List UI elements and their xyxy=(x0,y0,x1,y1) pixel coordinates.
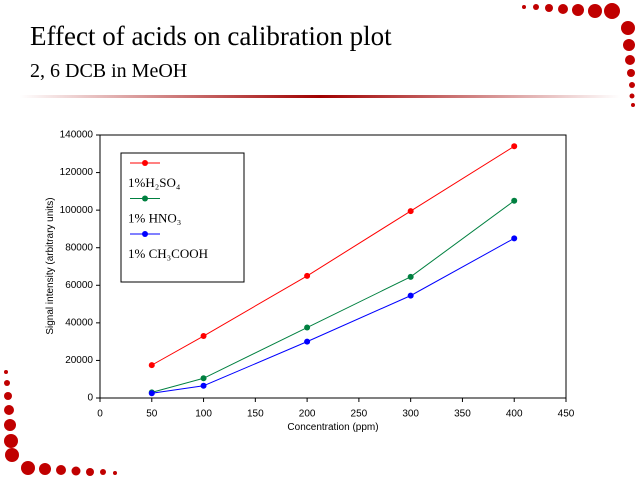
y-tick-label: 40000 xyxy=(65,317,93,328)
data-point xyxy=(148,362,155,369)
x-tick-label: 400 xyxy=(506,409,523,420)
y-tick-label: 100000 xyxy=(60,205,94,216)
legend-label: 1% CH₃COOH xyxy=(128,246,208,261)
legend-label: 1%H₂SO₄ xyxy=(128,175,181,190)
legend-label: 1% HNO₃ xyxy=(128,210,181,225)
x-axis-label: Concentration (ppm) xyxy=(287,422,378,433)
data-point xyxy=(407,208,414,215)
title-rule xyxy=(20,95,620,98)
legend-marker xyxy=(142,195,148,202)
legend-marker xyxy=(142,231,148,237)
x-tick-label: 300 xyxy=(402,409,419,420)
y-tick-label: 20000 xyxy=(65,355,93,366)
data-point xyxy=(148,390,155,397)
data-point xyxy=(200,382,207,389)
x-tick-label: 350 xyxy=(454,409,471,420)
data-point xyxy=(200,375,207,382)
legend xyxy=(120,152,245,283)
y-tick-label: 0 xyxy=(87,393,93,404)
y-tick-label: 140000 xyxy=(60,130,94,141)
legend-marker xyxy=(142,160,148,166)
y-axis-label: Signal intensity (arbitrary units) xyxy=(45,197,56,334)
decoration xyxy=(4,3,635,476)
x-tick-label: 100 xyxy=(195,409,212,420)
y-tick-label: 80000 xyxy=(65,242,93,253)
x-tick-label: 0 xyxy=(97,409,103,420)
data-point xyxy=(407,292,414,299)
x-tick-label: 200 xyxy=(299,409,316,420)
slide-subtitle: 2, 6 DCB in MeOH xyxy=(30,60,187,82)
data-point xyxy=(304,272,311,279)
data-point xyxy=(511,143,518,150)
slide-title: Effect of acids on calibration plot xyxy=(30,21,392,51)
data-point xyxy=(304,338,311,345)
y-tick-label: 120000 xyxy=(60,167,94,178)
x-tick-label: 450 xyxy=(558,409,575,420)
data-point xyxy=(304,324,311,331)
data-point xyxy=(407,273,414,280)
x-tick-label: 50 xyxy=(146,409,158,420)
plot-frame xyxy=(99,134,567,399)
y-tick-label: 60000 xyxy=(65,280,93,291)
x-tick-label: 150 xyxy=(247,409,264,420)
data-point xyxy=(200,333,207,340)
data-point xyxy=(511,235,518,242)
data-point xyxy=(511,197,518,204)
x-tick-label: 250 xyxy=(351,409,368,420)
